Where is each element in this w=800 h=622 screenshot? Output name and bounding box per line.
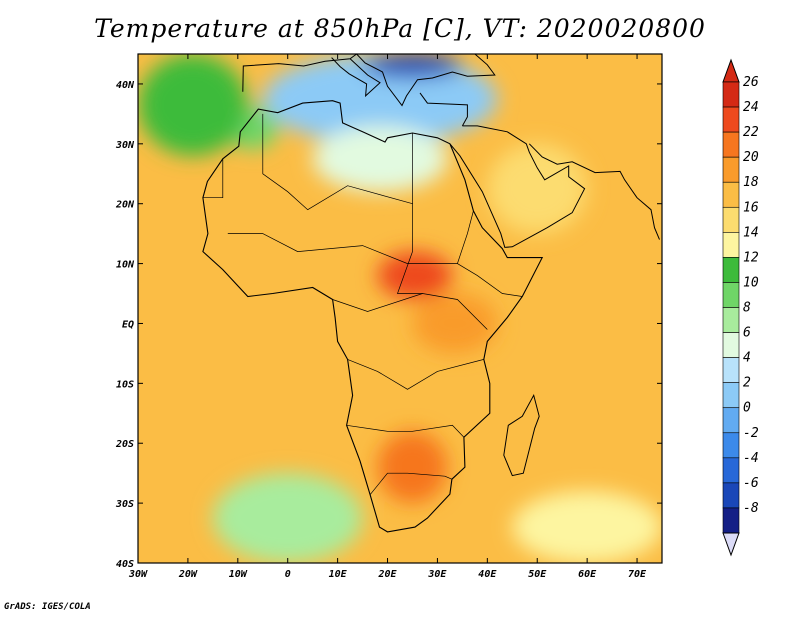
field-arabia-mild — [487, 143, 588, 234]
lat-tick-label: 30S — [115, 499, 134, 510]
plot-frame — [137, 53, 663, 564]
colorbar-swatch — [722, 131, 740, 158]
field-south-atlantic-cool — [212, 473, 363, 563]
lat-tick-label: 30N — [115, 140, 135, 151]
field-sahara-cool — [312, 125, 448, 192]
colorbar-swatch — [722, 507, 740, 534]
colorbar-swatch — [722, 307, 740, 333]
field-atlantic-north-cool — [138, 54, 248, 156]
lon-tick-label: 10W — [229, 569, 248, 580]
lon-tick-label: 50E — [528, 569, 547, 580]
colorbar-swatch — [722, 482, 740, 509]
colorbar-label: 0 — [743, 401, 751, 416]
lon-tick-label: 40E — [478, 569, 497, 580]
colorbar-label: -4 — [743, 451, 759, 466]
lon-tick-label: 30E — [427, 569, 447, 580]
colorbar-label: 22 — [743, 125, 759, 140]
lon-tick-label: 10E — [329, 569, 348, 580]
colorbar-swatch — [722, 206, 740, 233]
map-frame — [137, 53, 663, 564]
lat-tick-label: 40S — [116, 559, 134, 570]
lon-tick-label: 20W — [178, 569, 198, 580]
lat-tick-label: 40N — [116, 80, 135, 91]
colorbar-swatch — [722, 232, 740, 258]
colorbar-label: 26 — [743, 75, 759, 90]
map-title: Temperature at 850hPa [C], VT: 202002080… — [94, 14, 706, 43]
colorbar-swatch — [722, 106, 740, 133]
colorbar-label: 2 — [743, 376, 751, 391]
colorbar-label: -2 — [743, 426, 759, 441]
colorbar-bottom-arrow — [722, 532, 740, 557]
lon-tick-label: 30W — [128, 569, 148, 580]
colorbar-swatch — [722, 432, 740, 459]
coastlines — [202, 53, 660, 533]
colorbar-label: 8 — [743, 301, 751, 316]
lat-tick-label: 20N — [115, 200, 135, 211]
lon-tick-label: 60E — [578, 569, 597, 580]
colorbar-swatch — [722, 357, 740, 383]
grads-credit: GrADS: IGES/COLA — [4, 602, 91, 612]
madagascar-coastline — [503, 393, 540, 477]
lat-tick-label: 20S — [115, 439, 134, 450]
colorbar-swatch — [722, 257, 740, 283]
country-border — [346, 424, 465, 438]
lat-tick-label: EQ — [122, 319, 134, 330]
colorbar-swatch — [722, 156, 740, 183]
colorbar-label: -8 — [743, 501, 759, 516]
colorbar-label: 12 — [743, 250, 759, 265]
country-border — [369, 472, 453, 495]
field-central-africa-hot — [377, 251, 453, 300]
lon-tick-label: 20E — [377, 569, 397, 580]
colorbar-swatch — [722, 457, 740, 484]
field-black-sea-core — [362, 54, 463, 78]
lat-tick-label: 10S — [116, 379, 134, 390]
country-border — [347, 359, 484, 390]
country-border — [202, 158, 224, 199]
field-east-africa-warm — [412, 293, 498, 354]
colorbar-label: -6 — [743, 476, 759, 491]
colorbar-label: 6 — [743, 326, 751, 341]
colorbar-swatch — [722, 81, 740, 108]
country-border — [227, 210, 474, 264]
colorbar-swatch — [722, 407, 740, 434]
colorbar-top-arrow — [722, 58, 740, 83]
colorbar-label: 16 — [743, 200, 759, 215]
map-axes: 30W 20W 10W 0 10E 20E 30E 40E 50E 60E 70E 40N 30N 20N… — [115, 54, 662, 580]
italy-coastline — [331, 57, 381, 98]
colorbar-swatch — [722, 181, 740, 208]
colorbar-label: 24 — [743, 100, 759, 115]
turkey-coastline — [419, 92, 468, 127]
field-southern-africa-warm — [377, 431, 448, 504]
colorbar-swatch — [722, 332, 740, 358]
colorbar-label: 14 — [743, 225, 759, 240]
africa-coastline — [202, 100, 544, 533]
asia-coastline — [528, 143, 660, 240]
arabia-coastline — [449, 125, 586, 248]
colorbar-swatch — [722, 282, 740, 308]
country-border — [397, 203, 423, 294]
europe-coastline — [242, 53, 496, 107]
lat-tick-label: 10N — [116, 260, 135, 271]
colorbar-label: 20 — [743, 150, 759, 165]
colorbar-label: 4 — [743, 351, 751, 366]
colorbar-swatch — [722, 382, 740, 409]
country-border — [457, 263, 523, 297]
lon-tick-label: 0 — [285, 569, 291, 580]
map-plot-area — [138, 54, 662, 563]
colorbar-label: 18 — [743, 175, 759, 190]
colorbar-label: 10 — [743, 275, 759, 290]
field-indian-ocean-south-mild — [512, 491, 662, 563]
lon-tick-label: 70E — [628, 569, 647, 580]
